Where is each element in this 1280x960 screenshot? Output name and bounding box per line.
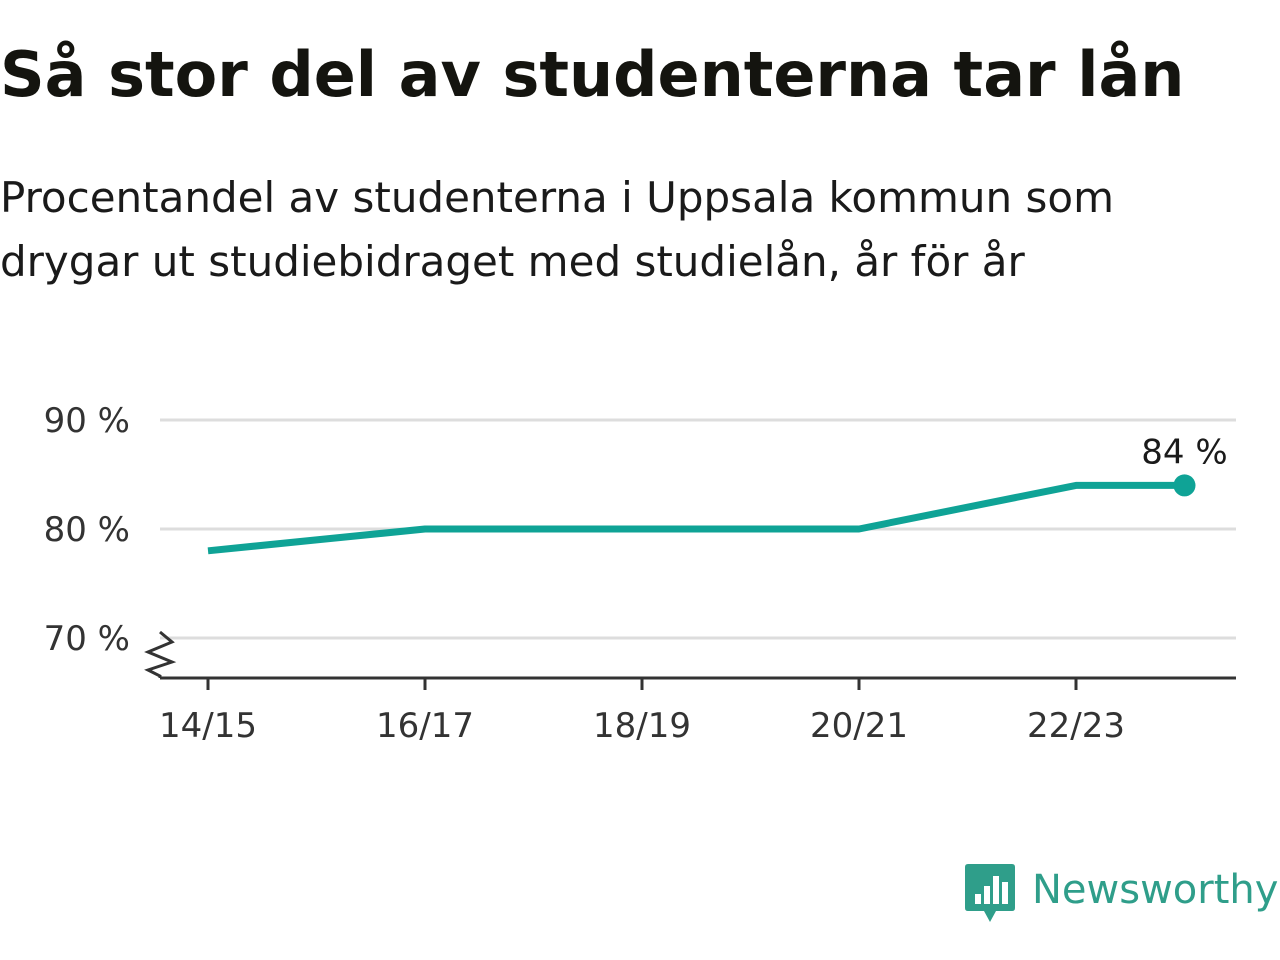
x-tick-label: 20/21 [810,706,908,746]
x-axis-tick-labels: 14/15 16/17 18/19 20/21 22/23 [159,706,1125,746]
x-tick-label: 18/19 [593,706,691,746]
series-layer [207,474,1196,555]
y-axis-tick-labels: 70 % 80 % 90 % [44,401,130,659]
x-tick-label: 22/23 [1027,706,1125,746]
x-tick-label: 16/17 [376,706,474,746]
last-point-marker [1173,474,1196,497]
y-tick-label: 70 % [44,619,130,659]
axis-break-icon [144,630,177,678]
brand-name: Newsworthy [1032,867,1279,913]
data-label: 84 % [1141,432,1227,472]
x-axis [144,630,1236,690]
chart-subtitle: Procentandel av studenterna i Uppsala ko… [0,173,1114,286]
brand-logo: Newsworthy [964,862,1278,926]
annotation-layer: 84 % [1141,432,1227,472]
newsworthy-logo-icon [965,864,1015,922]
chart-title: Så stor del av studenterna tar lån [0,38,1185,111]
y-tick-label: 90 % [44,401,130,441]
x-tick-label: 14/15 [159,706,257,746]
series-line [207,481,1185,555]
y-tick-label: 80 % [44,510,130,550]
